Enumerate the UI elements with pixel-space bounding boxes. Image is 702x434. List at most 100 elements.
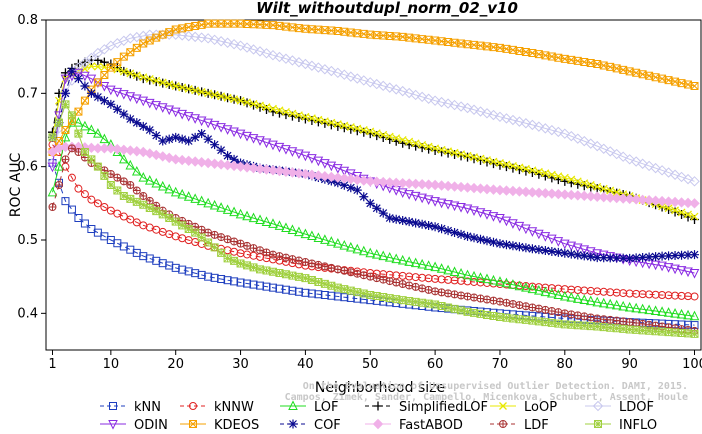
data-point-odin bbox=[410, 191, 421, 202]
data-point-fastabod bbox=[403, 178, 415, 189]
data-point-ldof bbox=[313, 62, 324, 73]
data-point-inflo bbox=[482, 310, 491, 319]
data-point-cof bbox=[463, 231, 473, 241]
data-point-simplifiedlof bbox=[99, 57, 109, 67]
data-point-knnw bbox=[132, 218, 141, 227]
data-point-inflo bbox=[424, 299, 433, 308]
data-point-ldof bbox=[598, 143, 609, 154]
y-tick-label: 0.6 bbox=[17, 160, 38, 175]
data-point-knn bbox=[327, 291, 336, 300]
data-point-ldof bbox=[222, 37, 233, 48]
data-point-odin bbox=[404, 190, 414, 200]
data-point-ldof bbox=[416, 91, 428, 103]
data-point-cof bbox=[437, 224, 447, 234]
data-point-knn bbox=[158, 259, 167, 268]
data-point-lof bbox=[222, 204, 233, 214]
data-point-knn bbox=[249, 280, 258, 289]
data-point-knn bbox=[204, 272, 213, 281]
data-point-cof bbox=[346, 183, 356, 193]
data-point-inflo bbox=[67, 111, 76, 120]
data-point-cof bbox=[469, 233, 479, 243]
y-tick-label: 0.8 bbox=[17, 13, 38, 28]
legend-label: INFLO bbox=[619, 418, 657, 433]
data-point-lof bbox=[410, 257, 421, 268]
data-point-lof bbox=[60, 131, 71, 142]
data-point-odin bbox=[397, 188, 408, 198]
data-point-fastabod bbox=[416, 179, 428, 190]
data-point-fastabod bbox=[669, 196, 681, 208]
data-point-odin bbox=[112, 87, 123, 98]
data-point-ldf bbox=[567, 310, 576, 319]
data-point-lof bbox=[261, 216, 272, 226]
data-point-lof bbox=[119, 153, 129, 164]
data-point-cof bbox=[670, 251, 680, 261]
data-point-loop bbox=[599, 184, 608, 193]
data-point-loop bbox=[489, 157, 498, 166]
data-point-inflo bbox=[560, 320, 569, 329]
data-point-odin bbox=[326, 161, 337, 172]
data-point-cof bbox=[365, 198, 375, 208]
data-point-fastabod bbox=[546, 188, 558, 199]
data-point-odin bbox=[131, 94, 142, 105]
data-point-cof bbox=[495, 239, 505, 249]
data-point-ldf bbox=[230, 237, 239, 246]
data-point-lof bbox=[644, 304, 654, 315]
data-point-cof bbox=[560, 248, 570, 258]
y-tick-label: 0.5 bbox=[17, 233, 38, 248]
data-point-ldof bbox=[592, 140, 603, 152]
series-odin bbox=[47, 68, 700, 279]
data-point-cof bbox=[677, 250, 687, 260]
legend-label: kNNW bbox=[214, 400, 254, 415]
data-point-kdeos bbox=[165, 28, 174, 37]
data-point-kdeos bbox=[126, 48, 135, 57]
data-point-loop bbox=[269, 104, 277, 113]
data-point-loop bbox=[470, 153, 478, 162]
data-point-loop bbox=[418, 141, 427, 149]
data-point-ldof bbox=[183, 30, 194, 42]
data-point-ldof bbox=[319, 64, 331, 75]
data-point-ldf bbox=[638, 319, 647, 328]
data-point-loop bbox=[431, 144, 440, 153]
data-point-cof bbox=[592, 253, 602, 263]
data-point-lof bbox=[151, 177, 162, 188]
data-point-kdeos bbox=[658, 74, 667, 83]
data-point-ldf bbox=[54, 181, 63, 189]
data-point-ldf bbox=[262, 248, 271, 257]
data-point-inflo bbox=[385, 294, 394, 303]
data-point-ldf bbox=[541, 305, 550, 314]
data-point-knnw bbox=[638, 290, 647, 299]
data-point-lof bbox=[177, 188, 187, 199]
data-point-cof bbox=[223, 151, 233, 161]
data-point-odin bbox=[670, 264, 680, 275]
data-point-odin bbox=[689, 269, 700, 279]
data-point-inflo bbox=[93, 162, 102, 171]
data-point-cof bbox=[651, 252, 661, 262]
data-point-ldf bbox=[619, 317, 628, 326]
data-point-odin bbox=[657, 261, 667, 272]
legend-label: LoOP bbox=[524, 400, 557, 415]
data-point-ldof bbox=[235, 40, 246, 51]
data-point-inflo bbox=[275, 269, 284, 277]
data-point-cof bbox=[197, 129, 207, 139]
data-point-kdeos bbox=[171, 25, 180, 34]
data-point-loop bbox=[119, 67, 128, 76]
data-point-ldof bbox=[378, 80, 389, 92]
data-point-loop bbox=[93, 62, 102, 71]
data-point-loop bbox=[366, 127, 375, 136]
data-point-knn bbox=[320, 291, 329, 299]
data-point-fastabod bbox=[241, 162, 253, 173]
legend-marker-cof bbox=[288, 419, 298, 429]
data-point-simplifiedlof bbox=[437, 147, 447, 157]
data-point-lof bbox=[274, 220, 285, 230]
legend-label: ODIN bbox=[134, 418, 168, 433]
data-point-ldf bbox=[398, 280, 407, 288]
data-point-lof bbox=[624, 301, 635, 312]
data-point-lof bbox=[572, 293, 583, 303]
data-point-loop bbox=[580, 179, 589, 188]
data-point-knn bbox=[340, 293, 349, 302]
data-point-ldf bbox=[554, 308, 563, 317]
data-point-odin bbox=[157, 103, 168, 113]
data-point-ldof bbox=[663, 167, 674, 178]
data-point-loop bbox=[606, 186, 615, 195]
data-point-cof bbox=[612, 253, 622, 263]
